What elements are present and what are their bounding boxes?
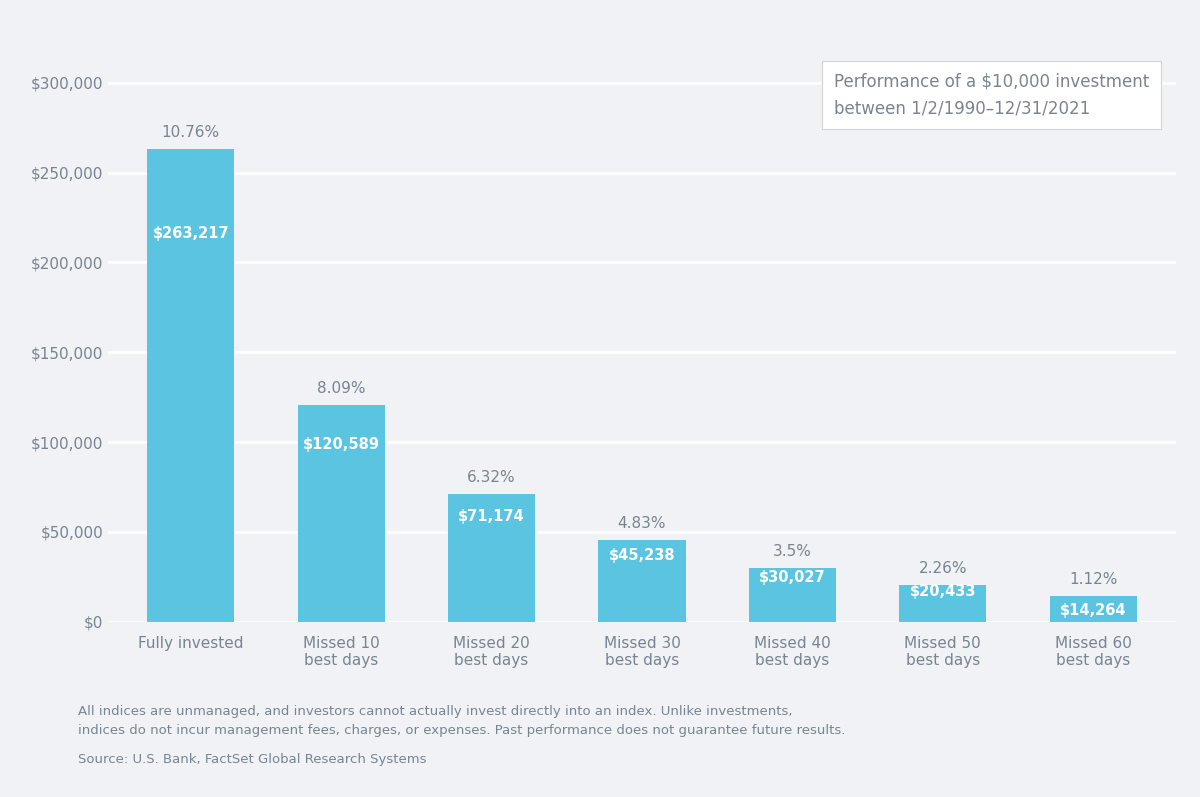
Text: Performance of a $10,000 investment
between 1/2/1990–12/31/2021: Performance of a $10,000 investment betw… — [834, 73, 1150, 117]
Bar — [599, 540, 685, 622]
Text: $71,174: $71,174 — [458, 509, 524, 524]
Text: 6.32%: 6.32% — [467, 469, 516, 485]
Bar — [298, 405, 385, 622]
Text: 2.26%: 2.26% — [918, 561, 967, 576]
Text: $20,433: $20,433 — [910, 584, 976, 599]
Bar — [148, 149, 234, 622]
Text: 8.09%: 8.09% — [317, 381, 366, 396]
Text: 4.83%: 4.83% — [618, 516, 666, 532]
Text: 1.12%: 1.12% — [1069, 572, 1117, 587]
Bar — [899, 585, 986, 622]
Text: $14,264: $14,264 — [1060, 603, 1127, 618]
Text: $263,217: $263,217 — [152, 226, 229, 241]
Text: 10.76%: 10.76% — [162, 125, 220, 139]
Text: All indices are unmanaged, and investors cannot actually invest directly into an: All indices are unmanaged, and investors… — [78, 705, 845, 737]
Text: $120,589: $120,589 — [302, 437, 379, 452]
Text: $45,238: $45,238 — [608, 548, 676, 563]
Bar — [1050, 596, 1136, 622]
Text: $30,027: $30,027 — [760, 570, 826, 585]
Bar — [749, 567, 836, 622]
Bar — [448, 494, 535, 622]
Text: 3.5%: 3.5% — [773, 544, 812, 559]
Text: Source: U.S. Bank, FactSet Global Research Systems: Source: U.S. Bank, FactSet Global Resear… — [78, 753, 426, 766]
